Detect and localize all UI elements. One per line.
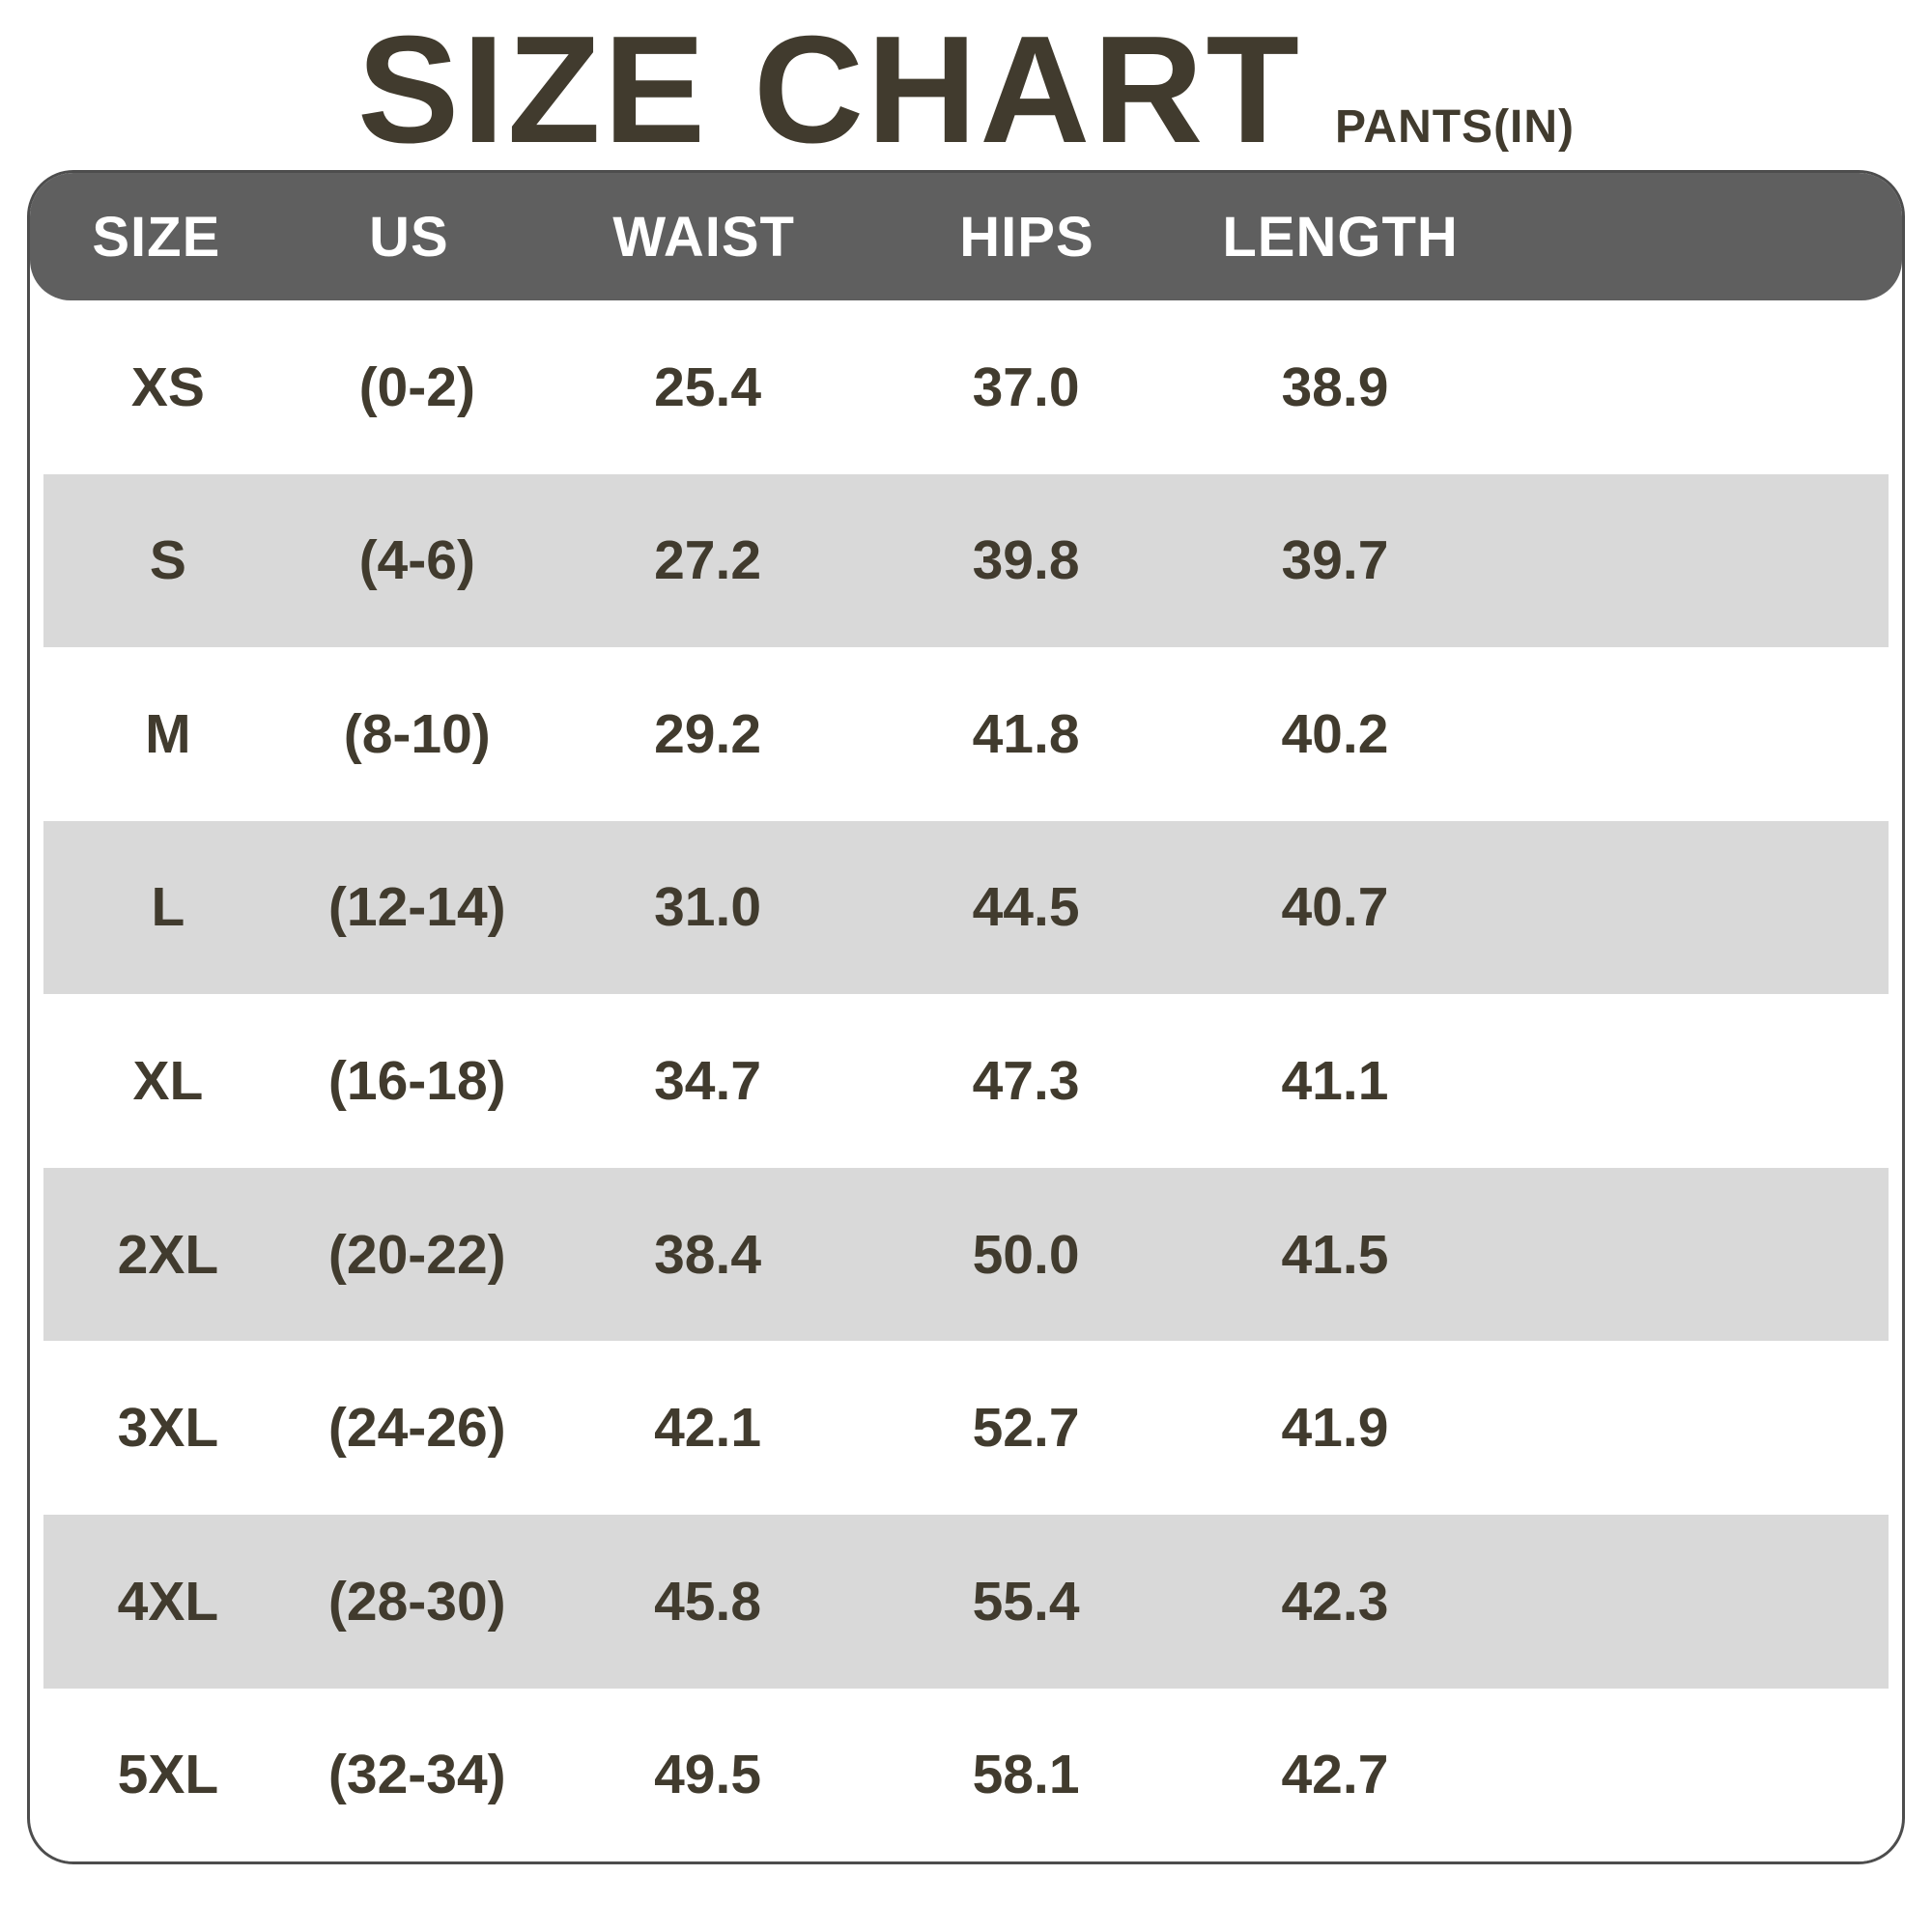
column-header-waist: WAIST [612, 205, 795, 269]
cell-hips: 52.7 [972, 1397, 1080, 1460]
cell-us: (12-14) [327, 876, 506, 939]
table-row: XS (0-2) 25.4 37.0 38.9 [43, 300, 1889, 474]
column-header-hips: HIPS [959, 205, 1094, 269]
cell-hips: 58.1 [972, 1744, 1080, 1806]
cell-length: 40.7 [1281, 876, 1389, 939]
table-row: 4XL (28-30) 45.8 55.4 42.3 [43, 1514, 1889, 1689]
table-row: XL (16-18) 34.7 47.3 41.1 [43, 994, 1889, 1168]
cell-us: (24-26) [327, 1397, 506, 1460]
table-header-row: SIZE US WAIST HIPS LENGTH [30, 173, 1902, 300]
cell-size: M [145, 702, 191, 765]
cell-length: 41.9 [1281, 1397, 1389, 1460]
cell-length: 41.1 [1281, 1050, 1389, 1113]
cell-us: (28-30) [327, 1570, 506, 1633]
cell-length: 42.7 [1281, 1744, 1389, 1806]
cell-hips: 41.8 [972, 702, 1080, 765]
cell-size: XS [130, 355, 205, 418]
cell-us: (20-22) [327, 1223, 506, 1286]
title-block: SIZE CHART PANTS(IN) [0, 0, 1932, 168]
cell-hips: 44.5 [972, 876, 1080, 939]
cell-hips: 55.4 [972, 1570, 1080, 1633]
cell-length: 42.3 [1281, 1570, 1389, 1633]
cell-size: 3XL [117, 1397, 219, 1460]
cell-us: (0-2) [358, 355, 475, 418]
table-row: 3XL (24-26) 42.1 52.7 41.9 [43, 1341, 1889, 1515]
column-header-size: SIZE [92, 205, 221, 269]
cell-us: (16-18) [327, 1050, 506, 1113]
cell-waist: 29.2 [654, 702, 762, 765]
cell-length: 39.7 [1281, 529, 1389, 592]
cell-waist: 34.7 [654, 1050, 762, 1113]
cell-size: 5XL [117, 1744, 219, 1806]
cell-waist: 25.4 [654, 355, 762, 418]
cell-size: S [149, 529, 186, 592]
table-row: M (8-10) 29.2 41.8 40.2 [43, 647, 1889, 821]
size-table-card: SIZE US WAIST HIPS LENGTH XS (0-2) 25.4 … [27, 170, 1905, 1864]
cell-hips: 39.8 [972, 529, 1080, 592]
cell-waist: 45.8 [654, 1570, 762, 1633]
cell-length: 38.9 [1281, 355, 1389, 418]
cell-size: XL [132, 1050, 204, 1113]
cell-hips: 50.0 [972, 1223, 1080, 1286]
cell-length: 40.2 [1281, 702, 1389, 765]
cell-us: (8-10) [343, 702, 491, 765]
cell-waist: 49.5 [654, 1744, 762, 1806]
cell-us: (4-6) [358, 529, 475, 592]
column-header-us: US [369, 205, 449, 269]
cell-size: 2XL [117, 1223, 219, 1286]
table-row: S (4-6) 27.2 39.8 39.7 [43, 473, 1889, 648]
cell-size: 4XL [117, 1570, 219, 1633]
cell-size: L [151, 876, 185, 939]
table-body: XS (0-2) 25.4 37.0 38.9 S (4-6) 27.2 39.… [30, 300, 1902, 1861]
table-row: L (12-14) 31.0 44.5 40.7 [43, 820, 1889, 995]
cell-waist: 31.0 [654, 876, 762, 939]
table-row: 2XL (20-22) 38.4 50.0 41.5 [43, 1167, 1889, 1342]
page-title: SIZE CHART [356, 5, 1302, 175]
table-row: 5XL (32-34) 49.5 58.1 42.7 [43, 1688, 1889, 1861]
cell-hips: 37.0 [972, 355, 1080, 418]
unit-label: PANTS(IN) [1334, 101, 1576, 153]
cell-us: (32-34) [327, 1744, 506, 1806]
cell-waist: 27.2 [654, 529, 762, 592]
cell-waist: 42.1 [654, 1397, 762, 1460]
cell-waist: 38.4 [654, 1223, 762, 1286]
cell-length: 41.5 [1281, 1223, 1389, 1286]
cell-hips: 47.3 [972, 1050, 1080, 1113]
column-header-length: LENGTH [1222, 205, 1459, 269]
